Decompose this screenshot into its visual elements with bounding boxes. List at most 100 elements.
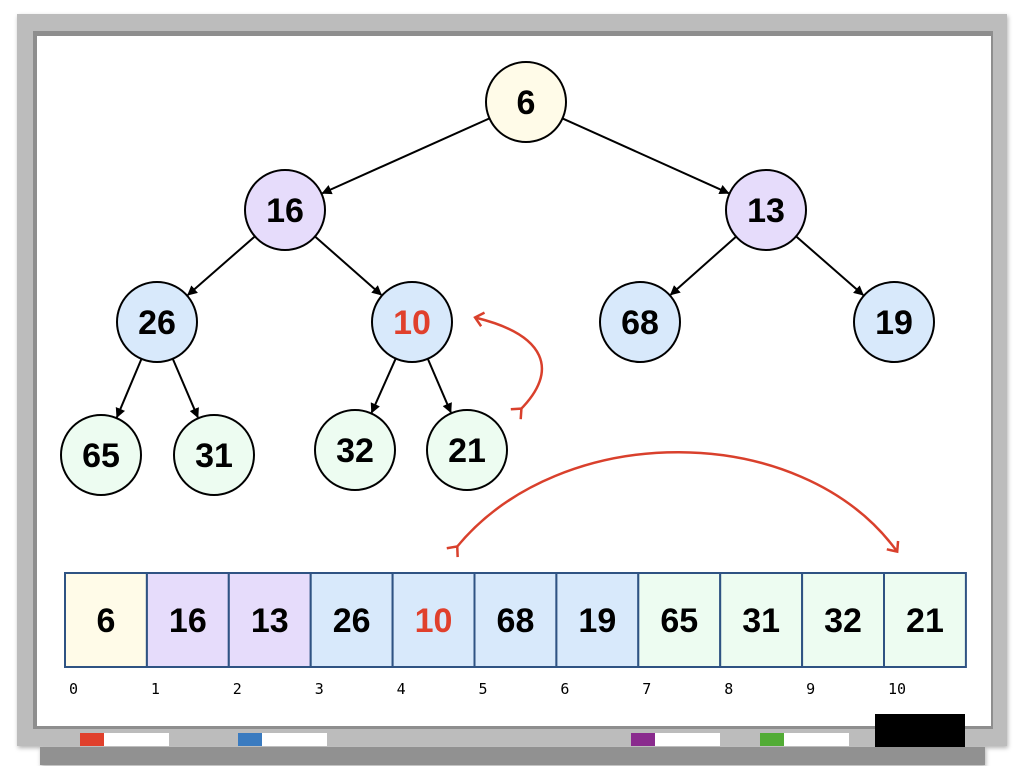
marker-cap[interactable] (80, 733, 104, 746)
tree-edge-9 (426, 358, 452, 414)
array-index-label: 4 (397, 680, 406, 698)
node-value: 10 (393, 304, 431, 342)
tree-node-6: 6 (485, 61, 567, 143)
tree-edge-1 (562, 117, 730, 195)
marker-tray (40, 714, 985, 765)
cell-value: 10 (415, 602, 453, 640)
node-value: 68 (621, 304, 659, 342)
array-cell-2: 13 (227, 572, 312, 668)
marker-cap[interactable] (238, 733, 262, 746)
array-cell-5: 68 (473, 572, 558, 668)
tree-edge-7 (171, 358, 199, 419)
array-index-label: 10 (888, 680, 906, 698)
node-value: 31 (195, 437, 233, 475)
marker-body[interactable] (261, 733, 327, 746)
cell-box (391, 572, 476, 668)
node-circle (173, 414, 255, 496)
marker-cap[interactable] (631, 733, 655, 746)
cell-box (227, 572, 312, 668)
array-index-label: 0 (69, 680, 78, 698)
cell-value: 31 (742, 602, 780, 640)
array-cell-9: 32 (801, 572, 885, 668)
tree-node-16: 16 (244, 169, 326, 251)
node-value: 13 (747, 192, 785, 230)
tree-edge-2 (187, 235, 256, 296)
tree-node-21: 21 (426, 409, 508, 491)
tree-node-10: 10 (371, 281, 453, 363)
node-value: 6 (517, 84, 536, 122)
node-circle (371, 281, 453, 363)
cell-value: 13 (251, 602, 289, 640)
array-cell-0: 6 (64, 572, 148, 668)
cell-value: 26 (333, 602, 371, 640)
array-cell-7: 65 (637, 572, 722, 668)
node-circle (599, 281, 681, 363)
tree-edge-5 (795, 235, 864, 296)
array-index-label: 5 (479, 680, 488, 698)
cell-box (883, 572, 967, 668)
swap-arrow-tree (473, 311, 544, 420)
cell-value: 16 (169, 602, 207, 640)
node-circle (244, 169, 326, 251)
tree-node-26: 26 (116, 281, 198, 363)
tree-edge-6 (115, 358, 143, 419)
marker-body[interactable] (783, 733, 849, 746)
node-circle (314, 409, 396, 491)
array-index-label: 6 (560, 680, 569, 698)
array-index-label: 2 (233, 680, 242, 698)
cell-value: 6 (96, 602, 115, 640)
tree-node-68: 68 (599, 281, 681, 363)
marker-cap[interactable] (760, 733, 784, 746)
eraser[interactable] (875, 714, 965, 747)
tree-edge-3 (314, 235, 382, 296)
node-circle (725, 169, 807, 251)
tree-edges (115, 117, 864, 419)
swap-arrow-array (446, 451, 900, 558)
marker-body[interactable] (654, 733, 720, 746)
tree-node-32: 32 (314, 409, 396, 491)
array-index-label: 9 (806, 680, 815, 698)
node-value: 65 (82, 437, 120, 475)
array-cell-6: 19 (555, 572, 640, 668)
tree-edge-0 (321, 117, 490, 195)
heap-array: 6 16 13 26 10 68 19 65 31 32 21 (64, 572, 967, 668)
cell-value: 68 (497, 602, 535, 640)
cell-box (309, 572, 394, 668)
cell-value: 21 (906, 602, 944, 640)
array-cell-4: 10 (391, 572, 476, 668)
array-cell-8: 31 (719, 572, 804, 668)
tree-edge-8 (370, 358, 397, 414)
node-circle (485, 61, 567, 143)
cell-box (719, 572, 804, 668)
array-index-label: 1 (151, 680, 160, 698)
cell-box (801, 572, 885, 668)
node-value: 16 (266, 192, 304, 230)
node-circle (116, 281, 198, 363)
tree-node-19: 19 (853, 281, 935, 363)
array-cell-1: 16 (145, 572, 230, 668)
tree-node-65: 65 (60, 414, 142, 496)
node-value: 21 (448, 432, 486, 470)
node-value: 19 (875, 304, 913, 342)
cell-value: 19 (578, 602, 616, 640)
tree-edge-4 (669, 235, 737, 296)
array-index-label: 7 (642, 680, 651, 698)
node-value: 32 (336, 432, 374, 470)
array-index-label: 8 (724, 680, 733, 698)
node-value: 26 (138, 304, 176, 342)
cell-box (64, 572, 148, 668)
cell-value: 32 (824, 602, 862, 640)
array-cell-10: 21 (883, 572, 967, 668)
node-circle (426, 409, 508, 491)
array-cell-3: 26 (309, 572, 394, 668)
tree-nodes: 6 16 13 26 10 68 19 65 31 32 21 (60, 61, 935, 496)
cell-value: 65 (660, 602, 698, 640)
marker-body[interactable] (103, 733, 169, 746)
tree-node-31: 31 (173, 414, 255, 496)
node-circle (60, 414, 142, 496)
array-index-label: 3 (315, 680, 324, 698)
cell-box (555, 572, 640, 668)
tray-ledge (40, 747, 985, 765)
node-circle (853, 281, 935, 363)
